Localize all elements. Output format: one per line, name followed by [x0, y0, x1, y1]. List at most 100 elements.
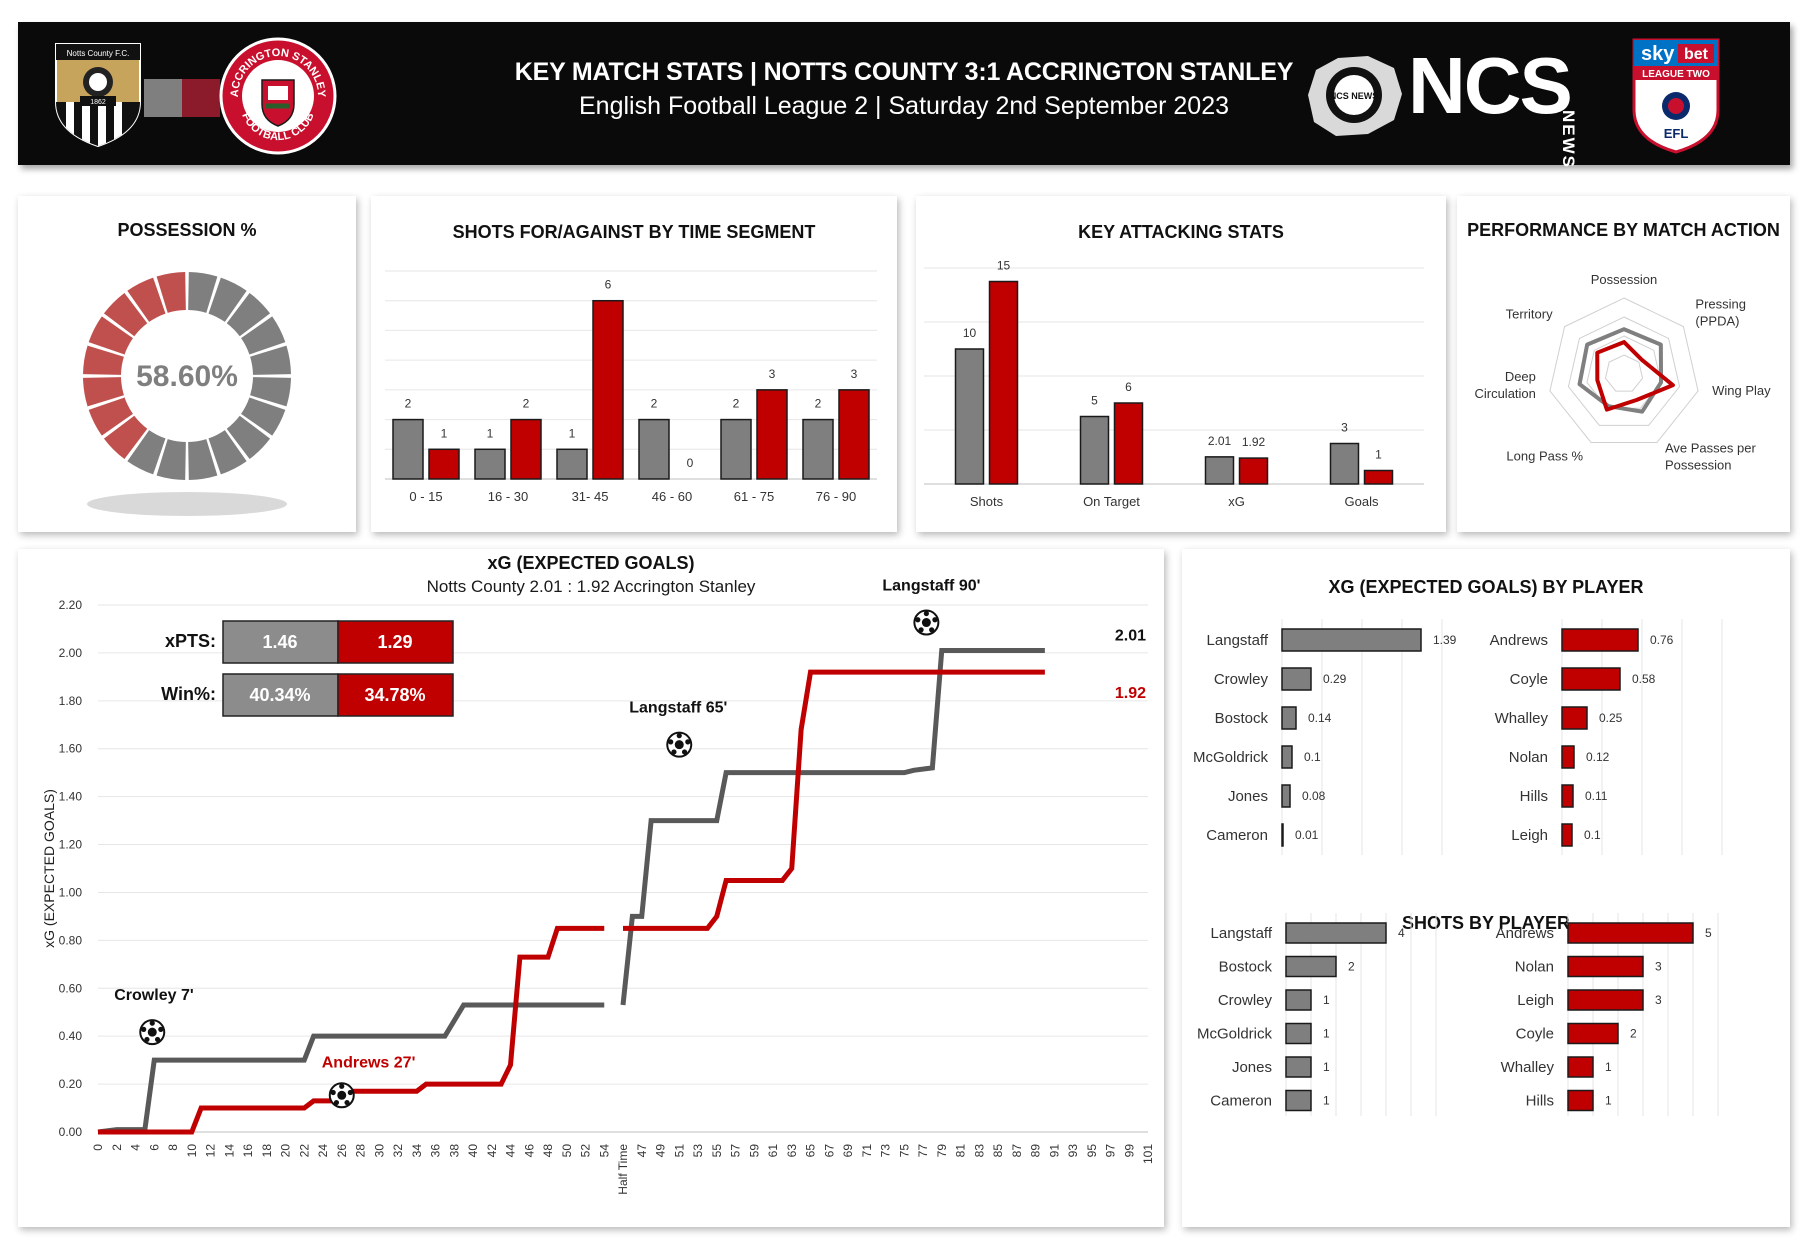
donut-segment: [127, 430, 166, 475]
shots-time-chart: 0 - 15 2 1 16 - 30 1 2 31- 45 1 6 46 - 60 2 0 61 - 7…: [385, 270, 877, 504]
data-label: 1: [1323, 1060, 1330, 1074]
donut-segment: [250, 377, 291, 407]
xpts-home-value: 1.46: [262, 632, 297, 652]
y-tick-label: 1.80: [59, 694, 83, 708]
radar-axis-label: Possession: [1665, 457, 1731, 472]
efl-text: EFL: [1664, 126, 1689, 141]
ncs-news-text: NEWS: [1559, 110, 1578, 169]
x-tick-label: 31- 45: [572, 489, 609, 504]
efl-league-text: LEAGUE TWO: [1642, 69, 1710, 80]
data-label: 0.01: [1295, 828, 1319, 842]
player-bar: [1285, 1022, 1312, 1045]
player-name: Nolan: [1509, 749, 1548, 766]
player-name: Coyle: [1510, 671, 1548, 688]
donut-segment: [127, 277, 166, 322]
football-icon-patch: [330, 1089, 336, 1096]
player-bar: [1281, 667, 1312, 691]
x-tick-label: 0: [91, 1144, 105, 1151]
data-label: 2: [733, 397, 740, 411]
x-tick-label: 42: [485, 1144, 499, 1158]
player-bar: [1567, 989, 1644, 1011]
x-tick-label: 46: [522, 1144, 536, 1158]
player-name: Whalley: [1501, 1059, 1555, 1076]
bar-away: [1238, 457, 1269, 485]
football-icon-patch: [149, 1020, 155, 1026]
x-tick-label: 55: [710, 1144, 724, 1158]
radar-ring: [1604, 354, 1644, 392]
x-tick-label: 18: [260, 1144, 274, 1158]
radar-axis-label: Circulation: [1474, 386, 1535, 401]
donut-segment: [188, 439, 218, 480]
football-icon-patch: [668, 739, 674, 745]
football-icon-patch: [144, 1036, 150, 1043]
data-label: 2: [405, 397, 412, 411]
player-name: Bostock: [1215, 710, 1269, 727]
efl-sky-text: sky: [1641, 43, 1675, 65]
x-tick-label: 67: [822, 1144, 836, 1158]
donut-segment: [83, 377, 124, 407]
y-axis-label: xG (EXPECTED GOALS): [41, 789, 57, 948]
bar-home: [392, 418, 424, 480]
data-label: 1.39: [1433, 633, 1457, 647]
radar-series-away: [1595, 340, 1675, 412]
efl-league-two-logo: sky bet LEAGUE TWO EFL: [1632, 38, 1720, 154]
data-label: 6: [605, 278, 612, 292]
player-name: Coyle: [1516, 1026, 1554, 1043]
xg-title: xG (EXPECTED GOALS): [487, 553, 695, 573]
player-name: Hills: [1526, 1093, 1554, 1110]
x-tick-label: 51: [672, 1144, 686, 1158]
y-tick-label: 1.60: [59, 742, 83, 756]
shots-player-title: SHOTS BY PLAYER: [1401, 913, 1571, 933]
data-label: 5: [1705, 926, 1712, 940]
data-label: 0.08: [1302, 789, 1326, 803]
football-icon-patch: [333, 1099, 340, 1106]
xg-line-away: [623, 669, 1045, 931]
x-tick-label: 30: [372, 1144, 386, 1158]
bar-home: [1079, 415, 1110, 485]
football-icon-patch: [337, 1090, 347, 1100]
x-tick-label: Goals: [1345, 494, 1379, 509]
x-tick-label: 47: [635, 1144, 649, 1158]
player-bar: [1567, 955, 1644, 978]
xpts-row-label: Win%:: [161, 684, 216, 704]
home-badge-text: Notts County F.C.: [67, 49, 130, 58]
donut-segment: [103, 292, 148, 337]
player-bar: [1567, 1022, 1619, 1045]
football-icon-patch: [918, 627, 924, 633]
football-icon-patch: [915, 617, 921, 623]
donut-segment: [208, 277, 247, 322]
data-label: 0.1: [1304, 750, 1321, 764]
xpts-row-label: xPTS:: [165, 631, 216, 651]
donut-segment: [156, 439, 186, 480]
y-tick-label: 2.00: [59, 646, 83, 660]
y-tick-label: 1.20: [59, 838, 83, 852]
x-tick-label: 89: [1029, 1144, 1043, 1158]
football-icon-patch: [141, 1026, 147, 1032]
player-name: Cameron: [1206, 827, 1268, 844]
x-tick-label: 53: [691, 1144, 705, 1158]
player-bar: [1561, 784, 1574, 808]
data-label: 2: [1630, 1027, 1637, 1041]
football-icon-patch: [147, 1027, 157, 1037]
radar-axis-label: (PPDA): [1695, 314, 1739, 329]
shots-time-title: SHOTS FOR/AGAINST BY TIME SEGMENT: [452, 222, 816, 242]
x-tick-label: 77: [916, 1144, 930, 1158]
x-tick-label: 14: [222, 1144, 236, 1158]
player-bar: [1561, 667, 1621, 691]
xpts-away-value: 34.78%: [364, 685, 425, 705]
x-tick-label: 20: [279, 1144, 293, 1158]
football-icon-patch: [929, 627, 935, 633]
data-label: 1: [569, 426, 576, 440]
x-tick-label: 44: [504, 1144, 518, 1158]
bar-home: [1204, 456, 1235, 485]
x-tick-label: 61 - 75: [734, 489, 774, 504]
data-label: 6: [1125, 380, 1132, 394]
data-label: 3: [1341, 421, 1348, 435]
player-bar: [1281, 745, 1293, 769]
x-tick-label: 26: [335, 1144, 349, 1158]
x-tick-label: 12: [204, 1144, 218, 1158]
player-bar: [1561, 628, 1639, 652]
x-tick-label: 2: [110, 1144, 124, 1151]
home-badge-year: 1862: [90, 99, 106, 106]
x-tick-label: 24: [316, 1144, 330, 1158]
